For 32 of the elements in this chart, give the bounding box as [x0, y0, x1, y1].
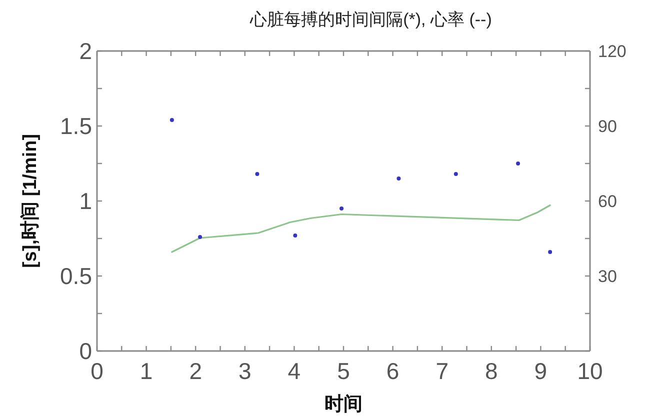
y-tick-label: 1 [79, 188, 92, 214]
y2-tick-label: 60 [598, 192, 617, 211]
x-axis-title: 时间 [324, 393, 362, 415]
x-tick-label: 6 [386, 358, 400, 384]
x-tick-label: 5 [337, 358, 350, 384]
x-tick-label: 10 [577, 358, 603, 384]
y2-tick-label: 30 [598, 266, 617, 286]
point [255, 172, 260, 176]
y2-tick-label: 90 [598, 116, 617, 136]
y-tick-label: 0.5 [60, 263, 92, 290]
point [340, 206, 344, 210]
x-tick-label: 1 [140, 358, 153, 384]
y-tick-label: 1.5 [60, 113, 92, 140]
x-tick-label: 9 [534, 358, 548, 384]
line-series [171, 204, 551, 253]
point [198, 235, 202, 239]
x-tick-label: 3 [238, 358, 252, 384]
point [516, 162, 520, 166]
y-tick-label: 0 [79, 338, 92, 364]
y-axis-title: [s],时间 [1/min] [19, 134, 41, 268]
point [396, 176, 401, 180]
point [454, 172, 458, 176]
x-tick-label: 2 [189, 358, 202, 384]
point [548, 250, 552, 254]
x-tick-label: 4 [288, 358, 301, 384]
chart-title: 心脏每搏的时间间隔(*), 心率 (--) [249, 10, 492, 29]
y-tick-label: 2 [79, 38, 92, 64]
x-tick-label: 7 [436, 358, 448, 384]
point [170, 118, 174, 122]
x-tick-label: 8 [485, 358, 498, 384]
y2-tick-label: 120 [598, 42, 626, 61]
point [293, 234, 298, 238]
